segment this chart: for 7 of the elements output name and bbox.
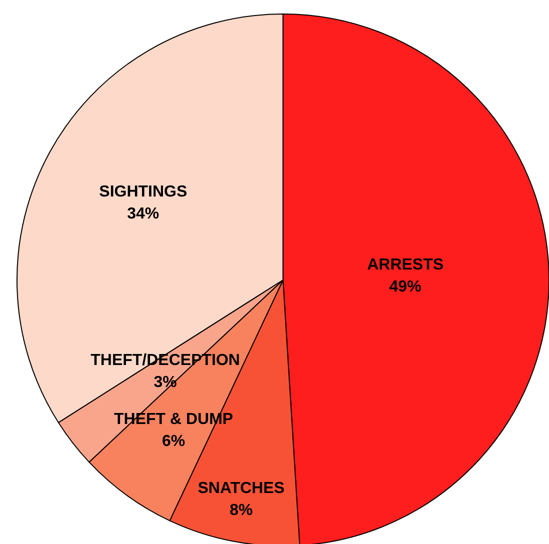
slice-label: SIGHTINGS xyxy=(99,184,188,201)
slice-label: SNATCHES xyxy=(198,480,285,497)
slice-label: ARRESTS xyxy=(367,256,444,274)
data-label: 8% xyxy=(230,502,253,519)
data-label: 34% xyxy=(127,206,160,223)
data-label: 6% xyxy=(162,433,186,450)
data-label: 49% xyxy=(389,278,422,296)
